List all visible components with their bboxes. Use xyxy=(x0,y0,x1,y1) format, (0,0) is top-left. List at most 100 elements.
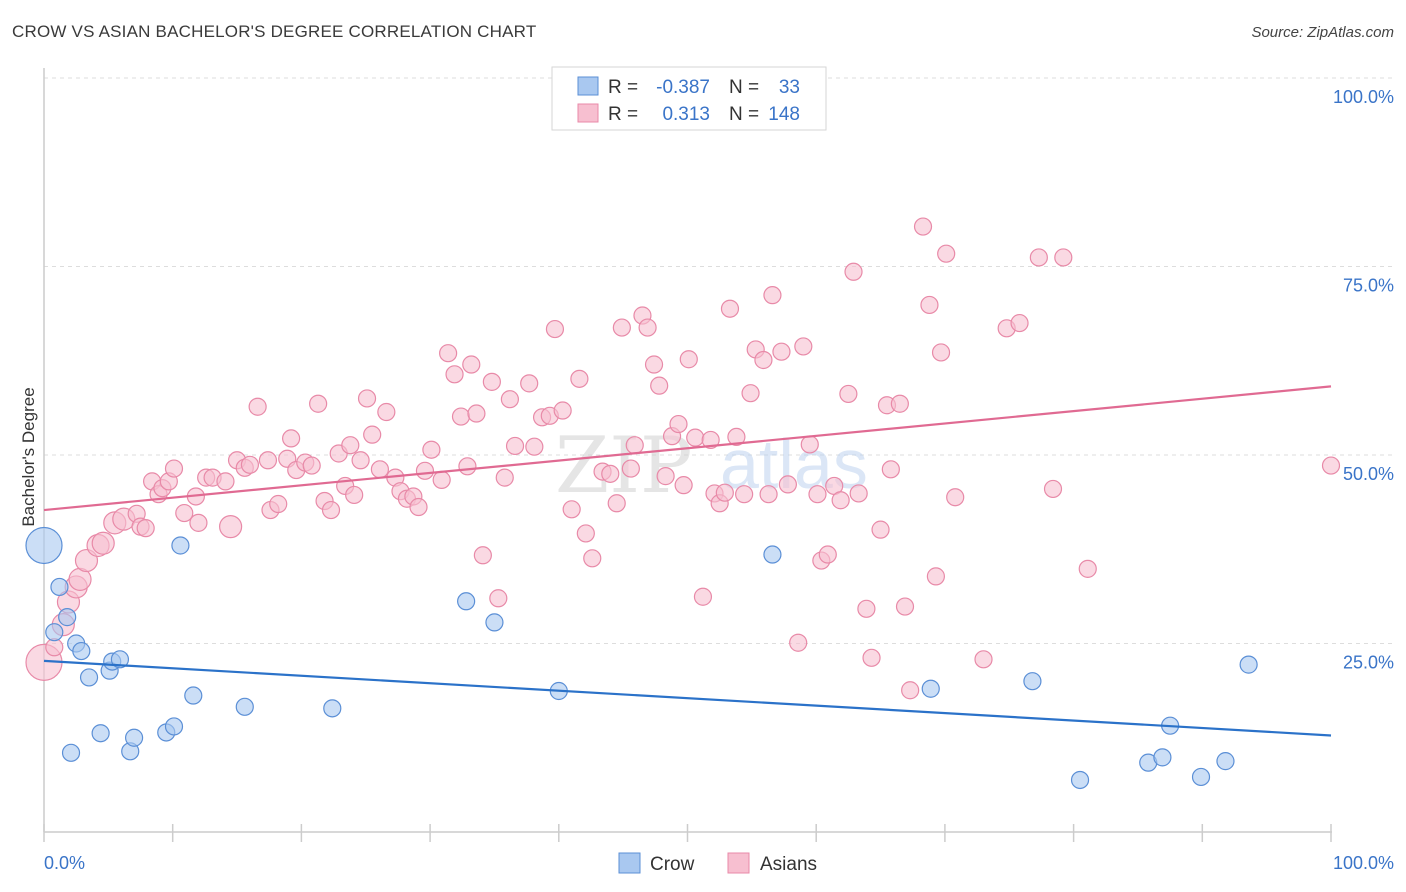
stats-legend: R = -0.387 N = 33 R = 0.313 N = 148 xyxy=(551,66,827,131)
asian-point-107 xyxy=(759,485,778,504)
asian-point-1 xyxy=(45,638,64,657)
asian-point-140 xyxy=(1043,479,1063,499)
asian-point-49 xyxy=(377,402,396,422)
asian-point-84 xyxy=(621,459,640,478)
crow-point-19 xyxy=(323,699,342,718)
asian-point-79 xyxy=(583,549,602,568)
crow-point-31 xyxy=(1216,752,1235,771)
asian-point-116 xyxy=(818,545,837,564)
asian-point-74 xyxy=(545,319,565,339)
asian-point-102 xyxy=(727,427,746,447)
asian-point-69 xyxy=(505,436,525,456)
asian-point-60 xyxy=(451,407,471,426)
asian-point-109 xyxy=(772,342,791,361)
asian-point-119 xyxy=(839,384,858,404)
asian-point-134 xyxy=(937,244,956,263)
asian-point-87 xyxy=(638,318,657,337)
asian-point-44 xyxy=(345,485,364,505)
asian-point-70 xyxy=(520,374,539,393)
bottom-legend-swatch-asians xyxy=(727,852,750,874)
asian-point-108 xyxy=(763,286,782,305)
chart-title: CROW VS ASIAN BACHELOR'S DEGREE CORRELAT… xyxy=(12,22,537,41)
asian-point-120 xyxy=(844,262,863,281)
grid-lines xyxy=(44,77,1394,644)
asian-point-139 xyxy=(1029,248,1048,267)
asian-point-40 xyxy=(321,500,341,520)
asian-point-110 xyxy=(778,475,797,494)
legend-r-value-crow: -0.387 xyxy=(656,77,710,98)
asian-point-21 xyxy=(189,513,208,532)
asian-point-56 xyxy=(422,440,441,459)
asian-point-94 xyxy=(679,350,698,369)
asian-point-89 xyxy=(650,376,669,395)
asian-point-62 xyxy=(462,355,481,374)
asian-point-124 xyxy=(871,520,890,539)
crow-point-13 xyxy=(124,728,144,747)
asian-point-127 xyxy=(890,394,909,413)
asian-point-77 xyxy=(570,369,589,388)
bottom-legend-label-asians: Asians xyxy=(760,854,817,875)
asian-point-128 xyxy=(895,597,915,616)
y-tick-label-50: 50.0% xyxy=(1343,464,1394,484)
asian-point-28 xyxy=(240,455,260,474)
asian-point-13 xyxy=(136,519,155,538)
asian-point-123 xyxy=(862,648,881,667)
x-tick-label-0: 0.0% xyxy=(44,853,85,873)
trend-lines xyxy=(43,385,1332,737)
y-tick-label-25: 25.0% xyxy=(1343,653,1394,673)
crow-point-25 xyxy=(1023,672,1042,691)
asian-point-78 xyxy=(576,524,595,543)
crow-series xyxy=(25,526,1258,790)
asian-point-114 xyxy=(808,485,827,504)
asian-point-129 xyxy=(901,681,920,700)
asian-point-46 xyxy=(357,389,377,408)
asian-point-81 xyxy=(601,464,620,483)
asian-trend-line xyxy=(43,385,1332,512)
asian-point-100 xyxy=(715,483,734,502)
asian-point-136 xyxy=(974,650,993,669)
crow-point-16 xyxy=(171,536,190,555)
asian-point-48 xyxy=(370,460,390,479)
crow-point-28 xyxy=(1153,748,1172,767)
crow-point-17 xyxy=(184,686,203,705)
bottom-legend-label-crow: Crow xyxy=(650,854,695,875)
crow-point-0 xyxy=(25,526,63,565)
asian-point-132 xyxy=(926,567,945,586)
crow-point-26 xyxy=(1070,770,1090,790)
asian-point-32 xyxy=(269,494,288,514)
crow-point-20 xyxy=(457,592,476,611)
legend-r-label-asians: R = xyxy=(608,104,638,125)
asian-point-65 xyxy=(482,372,501,391)
asian-point-111 xyxy=(789,633,808,652)
asian-point-47 xyxy=(363,425,382,444)
crow-point-6 xyxy=(79,668,99,687)
legend-r-value-asians: 0.313 xyxy=(662,104,710,125)
legend-n-label-crow: N = xyxy=(729,77,759,98)
crow-point-21 xyxy=(485,613,504,632)
asian-point-75 xyxy=(553,401,572,420)
crow-point-11 xyxy=(91,724,110,743)
crow-point-24 xyxy=(921,679,940,698)
bottom-legend-swatch-crow xyxy=(618,852,641,874)
asian-point-142 xyxy=(1078,559,1097,578)
asian-point-29 xyxy=(248,397,267,416)
asian-point-43 xyxy=(341,436,360,455)
asian-point-96 xyxy=(693,587,713,606)
asian-point-88 xyxy=(644,355,664,374)
asian-point-83 xyxy=(612,318,631,337)
asian-point-61 xyxy=(458,457,477,476)
asian-point-63 xyxy=(467,404,486,423)
asian-point-66 xyxy=(489,589,508,608)
legend-n-label-asians: N = xyxy=(729,104,759,125)
crow-point-30 xyxy=(1191,767,1211,787)
crow-point-5 xyxy=(72,641,91,661)
asian-point-133 xyxy=(931,343,951,362)
asian-point-121 xyxy=(849,484,868,503)
asian-series xyxy=(25,217,1341,700)
crow-point-9 xyxy=(110,650,130,669)
asian-point-92 xyxy=(669,414,688,434)
asian-point-135 xyxy=(946,488,965,507)
asian-point-138 xyxy=(1010,313,1029,333)
asian-point-34 xyxy=(282,429,301,448)
